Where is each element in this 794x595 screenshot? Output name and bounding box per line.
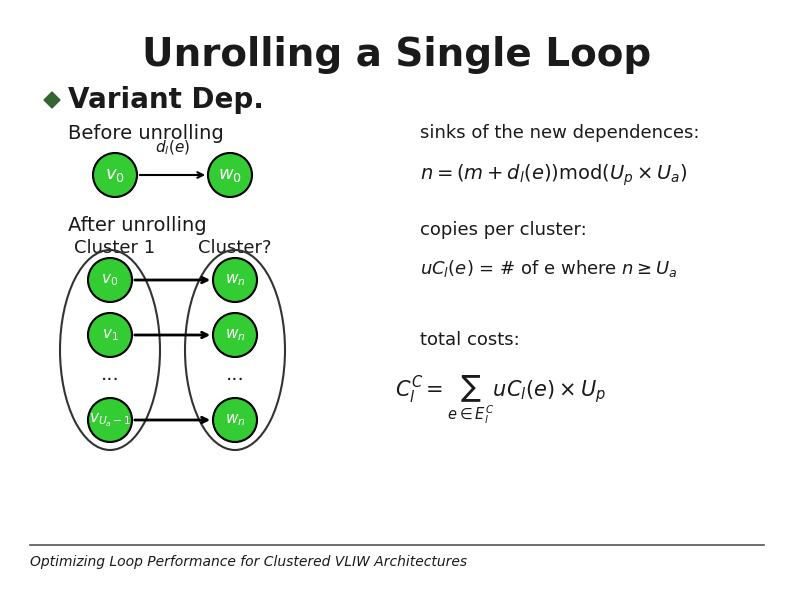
Text: $C_l^C=\sum_{e\in E_l^C}uC_l(e)\times U_p$: $C_l^C=\sum_{e\in E_l^C}uC_l(e)\times U_… <box>395 374 606 427</box>
Circle shape <box>208 153 252 197</box>
Circle shape <box>88 313 132 357</box>
Text: ...: ... <box>225 365 245 384</box>
Text: $v_1$: $v_1$ <box>102 327 118 343</box>
Text: $w_n$: $w_n$ <box>225 412 245 428</box>
Text: $w_n$: $w_n$ <box>225 327 245 343</box>
Text: sinks of the new dependences:: sinks of the new dependences: <box>420 124 700 142</box>
Text: After unrolling: After unrolling <box>68 215 206 234</box>
Text: ...: ... <box>101 365 119 384</box>
Text: $d_l(e)$: $d_l(e)$ <box>155 139 190 157</box>
Text: $v_{U_a-1}$: $v_{U_a-1}$ <box>89 411 131 429</box>
Polygon shape <box>44 92 60 108</box>
Text: copies per cluster:: copies per cluster: <box>420 221 587 239</box>
Text: Before unrolling: Before unrolling <box>68 124 224 142</box>
Text: Variant Dep.: Variant Dep. <box>68 86 264 114</box>
Circle shape <box>93 153 137 197</box>
Circle shape <box>88 398 132 442</box>
Text: Optimizing Loop Performance for Clustered VLIW Architectures: Optimizing Loop Performance for Clustere… <box>30 555 467 569</box>
Text: $w_0$: $w_0$ <box>218 166 242 184</box>
Text: total costs:: total costs: <box>420 331 520 349</box>
Text: $v_0$: $v_0$ <box>105 166 125 184</box>
Text: $v_0$: $v_0$ <box>102 272 118 288</box>
Text: Unrolling a Single Loop: Unrolling a Single Loop <box>142 36 652 74</box>
Circle shape <box>213 313 257 357</box>
Text: Cluster 1: Cluster 1 <box>75 239 156 257</box>
Text: $n=(m+d_l(e))\mathrm{mod}(U_p\times U_a)$: $n=(m+d_l(e))\mathrm{mod}(U_p\times U_a)… <box>420 162 688 188</box>
Circle shape <box>213 258 257 302</box>
Text: $uC_l(e)$ = # of e where $n\geq U_a$: $uC_l(e)$ = # of e where $n\geq U_a$ <box>420 258 677 278</box>
Text: $w_n$: $w_n$ <box>225 272 245 288</box>
Circle shape <box>88 258 132 302</box>
Text: Cluster?: Cluster? <box>198 239 272 257</box>
Circle shape <box>213 398 257 442</box>
